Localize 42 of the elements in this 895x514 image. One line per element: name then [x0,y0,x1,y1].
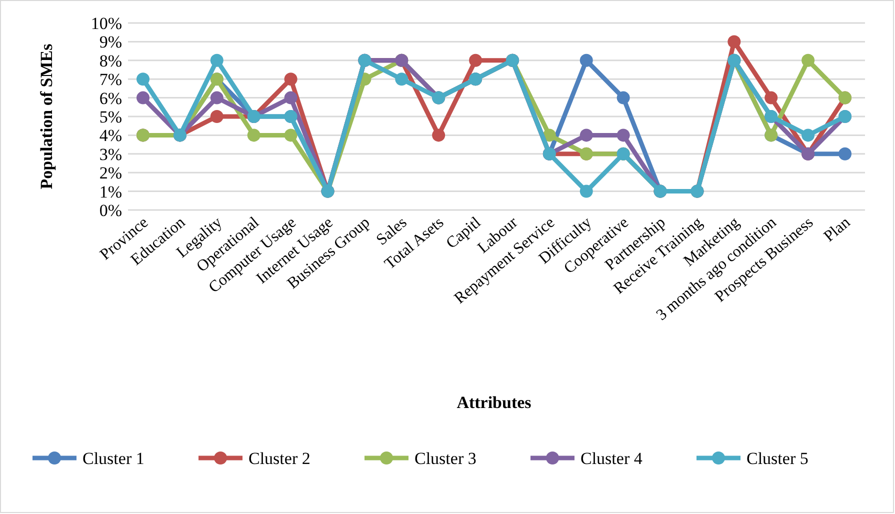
point [580,128,593,142]
y-tick-label: 4% [99,126,122,146]
point [210,54,224,67]
point [284,91,298,104]
y-tick-label: 10% [90,14,122,33]
point [616,91,630,104]
point [284,128,298,142]
point [469,54,482,67]
y-tick-label: 3% [99,144,122,164]
y-tick-label: 1% [99,182,122,202]
point [136,91,150,104]
legend-label: Cluster 3 [414,448,476,468]
point [210,91,224,104]
point [616,128,630,142]
point [284,72,298,86]
point [728,35,741,48]
y-tick-label: 9% [99,32,122,52]
legend-label: Cluster 4 [580,448,643,468]
point [802,128,815,142]
point [247,128,260,142]
y-tick-label: 7% [99,70,122,90]
point [802,54,815,67]
point [210,110,224,123]
point [542,128,556,142]
legend-label: Cluster 1 [82,448,144,468]
point [395,72,408,86]
x-tick-label: Plan [820,214,854,246]
x-axis-title: Attributes [456,393,532,412]
point [838,147,852,160]
y-tick-label: 2% [99,164,122,183]
y-axis-title: Population of SMEs [37,43,56,190]
legend-label: Cluster 2 [248,448,310,468]
point [136,72,150,86]
y-tick-label: 6% [99,88,122,108]
y-tick-label: 5% [99,107,122,126]
y-tick-label: 8% [99,51,122,70]
y-tick-label: 0% [99,200,122,220]
point [580,54,593,67]
point [580,184,593,198]
legend-label: Cluster 5 [746,448,808,468]
point [764,91,778,104]
point [432,128,446,142]
